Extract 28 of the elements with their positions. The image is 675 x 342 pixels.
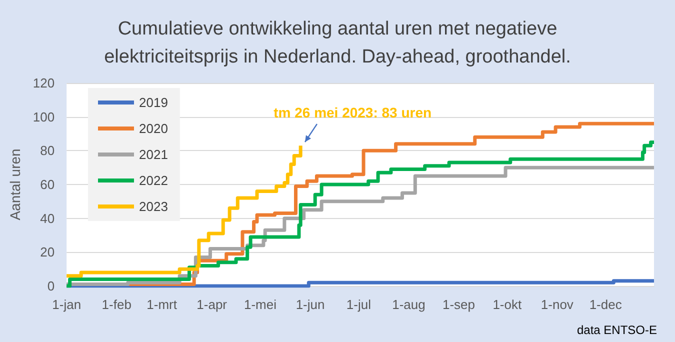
x-tick-label: 1-jan xyxy=(52,297,82,312)
x-tick-label: 1-aug xyxy=(392,297,426,312)
legend-label: 2019 xyxy=(139,95,168,110)
chart-title: Cumulatieve ontwikkeling aantal uren met negatieve elektriciteitsprijs in Nederland. Day-ahead, groothandel. xyxy=(104,18,571,68)
y-tick-label: 0 xyxy=(47,278,55,294)
y-tick-label: 80 xyxy=(40,143,55,158)
x-tick-label: 1-jul xyxy=(346,297,372,312)
y-tick-label: 120 xyxy=(32,76,55,90)
x-tick-label: 1-feb xyxy=(102,297,132,312)
annotation: tm 26 mei 2023: 83 uren xyxy=(274,104,432,121)
x-tick-label: 1-apr xyxy=(196,297,228,312)
x-tick-label: 1-okt xyxy=(492,297,522,312)
y-tick-label: 40 xyxy=(40,210,55,226)
x-tick-label: 1-nov xyxy=(540,297,574,312)
legend-label: 2020 xyxy=(139,121,168,136)
y-tick-label: 60 xyxy=(40,177,55,192)
x-tick-label: 1-sep xyxy=(442,297,475,312)
x-tick-label: 1-mei xyxy=(244,297,277,312)
y-tick-label: 100 xyxy=(32,109,55,124)
y-tick-label: 20 xyxy=(40,244,55,260)
legend-label: 2022 xyxy=(139,173,168,188)
y-axis-title: Aantal uren xyxy=(7,148,23,220)
x-tick-label: 1-jun xyxy=(296,297,325,312)
legend-label: 2021 xyxy=(139,147,168,162)
text: data ENTSO-E xyxy=(576,323,658,337)
x-tick-label: 1-dec xyxy=(589,297,622,312)
x-tick-label: 1-mrt xyxy=(146,297,178,312)
legend-label: 2023 xyxy=(139,199,168,214)
